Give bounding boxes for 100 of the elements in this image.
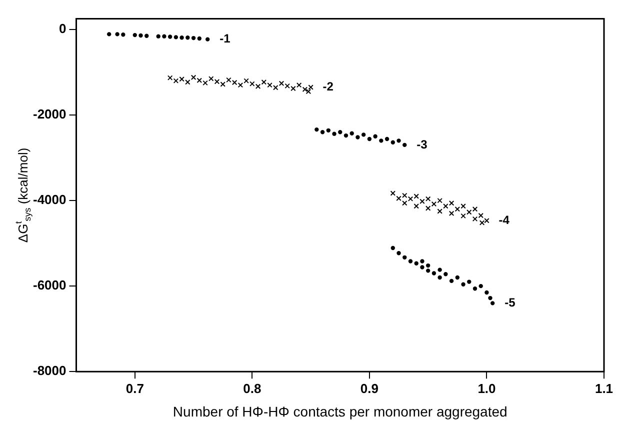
y-tick-label: -8000 (33, 363, 66, 378)
point (284, 83, 290, 89)
point (367, 136, 372, 142)
y-tick-label: -4000 (33, 192, 66, 208)
point (261, 79, 267, 85)
point (167, 75, 173, 80)
point (162, 34, 166, 38)
point (296, 82, 302, 88)
point (472, 286, 478, 291)
point (168, 34, 172, 39)
point (206, 37, 210, 42)
point (350, 131, 354, 136)
point (314, 127, 319, 132)
point (138, 33, 143, 38)
point (448, 200, 454, 206)
point (379, 138, 384, 143)
point (484, 290, 489, 295)
point (431, 201, 437, 207)
annotation: -3 (416, 137, 428, 152)
point (443, 203, 448, 209)
annotation: -5 (504, 295, 516, 310)
point (426, 263, 430, 268)
point (390, 140, 395, 144)
point (356, 135, 360, 140)
y-tick-label: 0 (59, 21, 66, 36)
point (478, 212, 484, 218)
point (414, 261, 418, 266)
point (156, 34, 160, 38)
point (373, 134, 378, 138)
point (461, 282, 466, 286)
point (226, 77, 232, 83)
y-axis-title: ΔGtsys (kcal/mol) (13, 148, 32, 243)
point (278, 80, 284, 86)
point (390, 246, 395, 250)
point (115, 32, 120, 36)
point (179, 76, 184, 82)
x-tick-label: 0.9 (360, 380, 378, 396)
point (180, 36, 184, 40)
point (250, 81, 255, 86)
point (186, 36, 190, 40)
point (396, 196, 402, 202)
point (220, 82, 226, 87)
point (408, 259, 413, 264)
point (438, 268, 442, 272)
point (144, 34, 149, 38)
point (306, 88, 312, 94)
point (490, 301, 495, 306)
x-tick-label: 0.8 (243, 380, 262, 396)
point (290, 86, 296, 92)
point (484, 218, 490, 224)
point (384, 136, 390, 142)
point (326, 128, 330, 133)
point (174, 35, 178, 40)
point (332, 132, 336, 136)
point (426, 268, 430, 273)
point (121, 32, 126, 37)
point (402, 142, 407, 148)
point (338, 130, 342, 134)
point (438, 275, 442, 280)
point (425, 206, 431, 211)
x-axis-title: Number of HΦ-HΦ contacts per monomer aggregated (172, 403, 508, 420)
point (448, 210, 454, 216)
point (488, 296, 492, 300)
x-tick-label: 0.7 (126, 380, 144, 396)
point (361, 132, 366, 137)
annotation: -1 (220, 32, 231, 46)
point (449, 278, 454, 284)
point (478, 284, 483, 288)
point (185, 79, 190, 85)
point (396, 251, 401, 256)
point (214, 79, 220, 84)
point (455, 275, 460, 280)
point (232, 80, 238, 86)
point (420, 265, 424, 270)
point (390, 190, 396, 196)
y-tick-label: -2000 (33, 106, 66, 122)
point (402, 255, 407, 260)
point (437, 198, 442, 204)
point (255, 84, 261, 89)
point (467, 280, 472, 284)
point (402, 192, 408, 198)
point (460, 203, 466, 209)
point (238, 82, 244, 88)
point (472, 206, 478, 212)
point (420, 198, 425, 204)
point (202, 80, 208, 86)
point (479, 220, 485, 226)
point (402, 200, 408, 206)
point (432, 271, 436, 276)
point (472, 216, 478, 222)
point (414, 203, 419, 209)
point (190, 74, 196, 80)
point (425, 196, 431, 202)
point (106, 32, 112, 36)
point (197, 36, 202, 41)
point (396, 138, 401, 143)
point (302, 86, 308, 92)
point (444, 272, 448, 276)
point (132, 32, 137, 38)
point (454, 206, 460, 212)
